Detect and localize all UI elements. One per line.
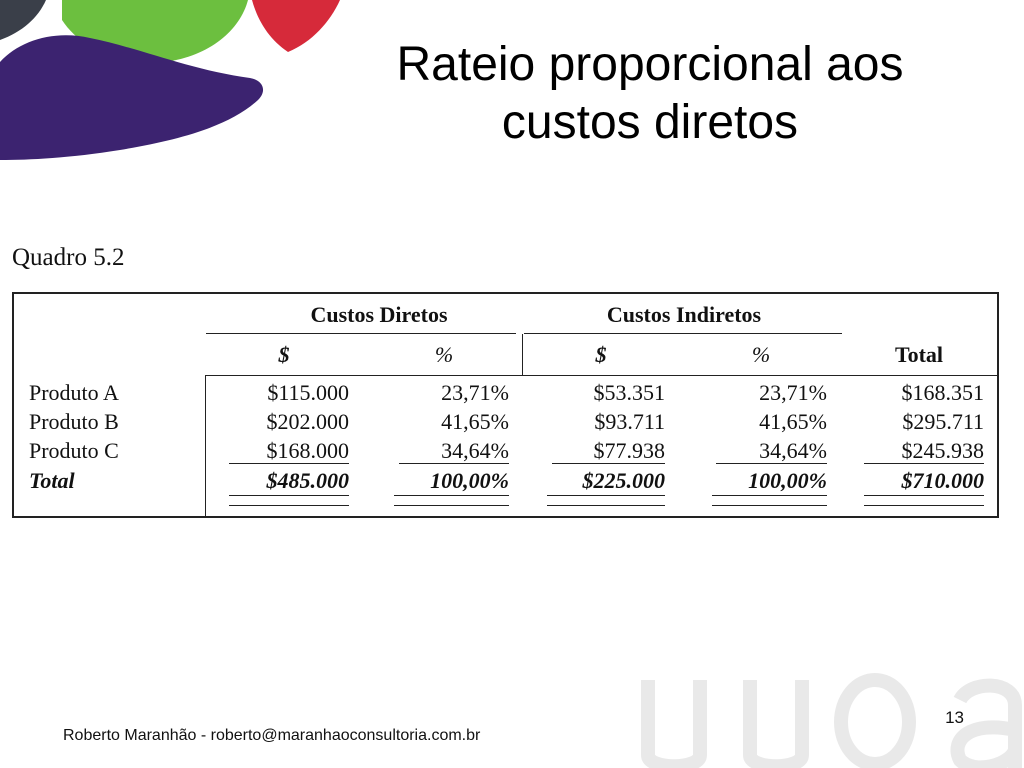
- cell-a-direct-pct: 23,71%: [441, 380, 509, 405]
- underline-c-direct-pct: [399, 463, 509, 464]
- cell-c-total: $245.938: [901, 438, 985, 463]
- footer-author: Roberto Maranhão - roberto@maranhaoconsu…: [63, 727, 481, 744]
- row-label-b: Produto B: [29, 409, 119, 434]
- cell-total-total: $710.000: [901, 468, 985, 493]
- subheader-indirect-dollar: $: [595, 342, 607, 367]
- logo-dark-shape: [0, 0, 46, 40]
- cell-a-indirect-value: $53.351: [593, 380, 666, 405]
- underline-c-indirect-pct: [716, 463, 827, 464]
- cell-b-indirect-value: $93.711: [594, 409, 665, 434]
- underline-c-total: [864, 463, 984, 464]
- underline-c-indirect-value: [552, 463, 665, 464]
- cell-c-direct-value: $168.000: [266, 438, 350, 463]
- row-label-a: Produto A: [29, 380, 119, 405]
- double-rule-2b: [394, 505, 509, 506]
- cell-c-direct-pct: 34,64%: [441, 438, 509, 463]
- subheader-direct-percent: %: [434, 342, 454, 367]
- cell-b-total: $295.711: [902, 409, 984, 434]
- double-rule-5b: [864, 505, 984, 506]
- title-line-2: custos diretos: [501, 96, 799, 149]
- rule-indirect: [524, 333, 842, 334]
- double-rule-2a: [394, 495, 509, 496]
- cost-table: Custos Diretos Custos Indiretos $ % $ % …: [12, 292, 999, 518]
- table-caption: Quadro 5.2: [12, 244, 125, 271]
- cell-a-total: $168.351: [901, 380, 985, 405]
- double-rule-3a: [547, 495, 665, 496]
- brand-logo: [0, 0, 340, 160]
- logo-red-shape: [252, 0, 340, 52]
- cell-total-indirect-value: $225.000: [582, 468, 666, 493]
- cell-b-direct-pct: 41,65%: [441, 409, 509, 434]
- subheader-direct-dollar: $: [278, 342, 290, 367]
- cell-a-indirect-pct: 23,71%: [759, 380, 827, 405]
- underline-c-direct-value: [229, 463, 349, 464]
- group-header-direct: Custos Diretos: [310, 302, 448, 327]
- title-line-1: Rateio proporcional aos: [396, 38, 904, 91]
- cell-b-direct-value: $202.000: [266, 409, 350, 434]
- double-rule-4a: [712, 495, 827, 496]
- cell-total-direct-value: $485.000: [266, 468, 350, 493]
- double-rule-4b: [712, 505, 827, 506]
- watermark-letters: [641, 673, 1022, 768]
- header-bottom-rule: [206, 375, 999, 376]
- page-number: 13: [945, 708, 964, 727]
- double-rule-3b: [547, 505, 665, 506]
- row-label-total: Total: [29, 468, 75, 493]
- cell-total-direct-pct: 100,00%: [430, 468, 509, 493]
- slide-title: Rateio proporcional aos custos diretos: [300, 36, 1000, 152]
- logo-purple-shape: [0, 35, 264, 160]
- row-label-c: Produto C: [29, 438, 119, 463]
- double-rule-1a: [229, 495, 349, 496]
- cell-b-indirect-pct: 41,65%: [759, 409, 827, 434]
- group-header-indirect: Custos Indiretos: [606, 302, 762, 327]
- label-column-rule: [205, 375, 206, 518]
- rule-direct: [206, 333, 516, 334]
- cell-a-direct-value: $115.000: [267, 380, 349, 405]
- subheader-indirect-percent: %: [751, 342, 771, 367]
- header-separator: [522, 334, 523, 376]
- cell-total-indirect-pct: 100,00%: [748, 468, 827, 493]
- double-rule-5a: [864, 495, 984, 496]
- double-rule-1b: [229, 505, 349, 506]
- cell-c-indirect-value: $77.938: [593, 438, 666, 463]
- subheader-total: Total: [894, 342, 944, 367]
- cell-c-indirect-pct: 34,64%: [759, 438, 827, 463]
